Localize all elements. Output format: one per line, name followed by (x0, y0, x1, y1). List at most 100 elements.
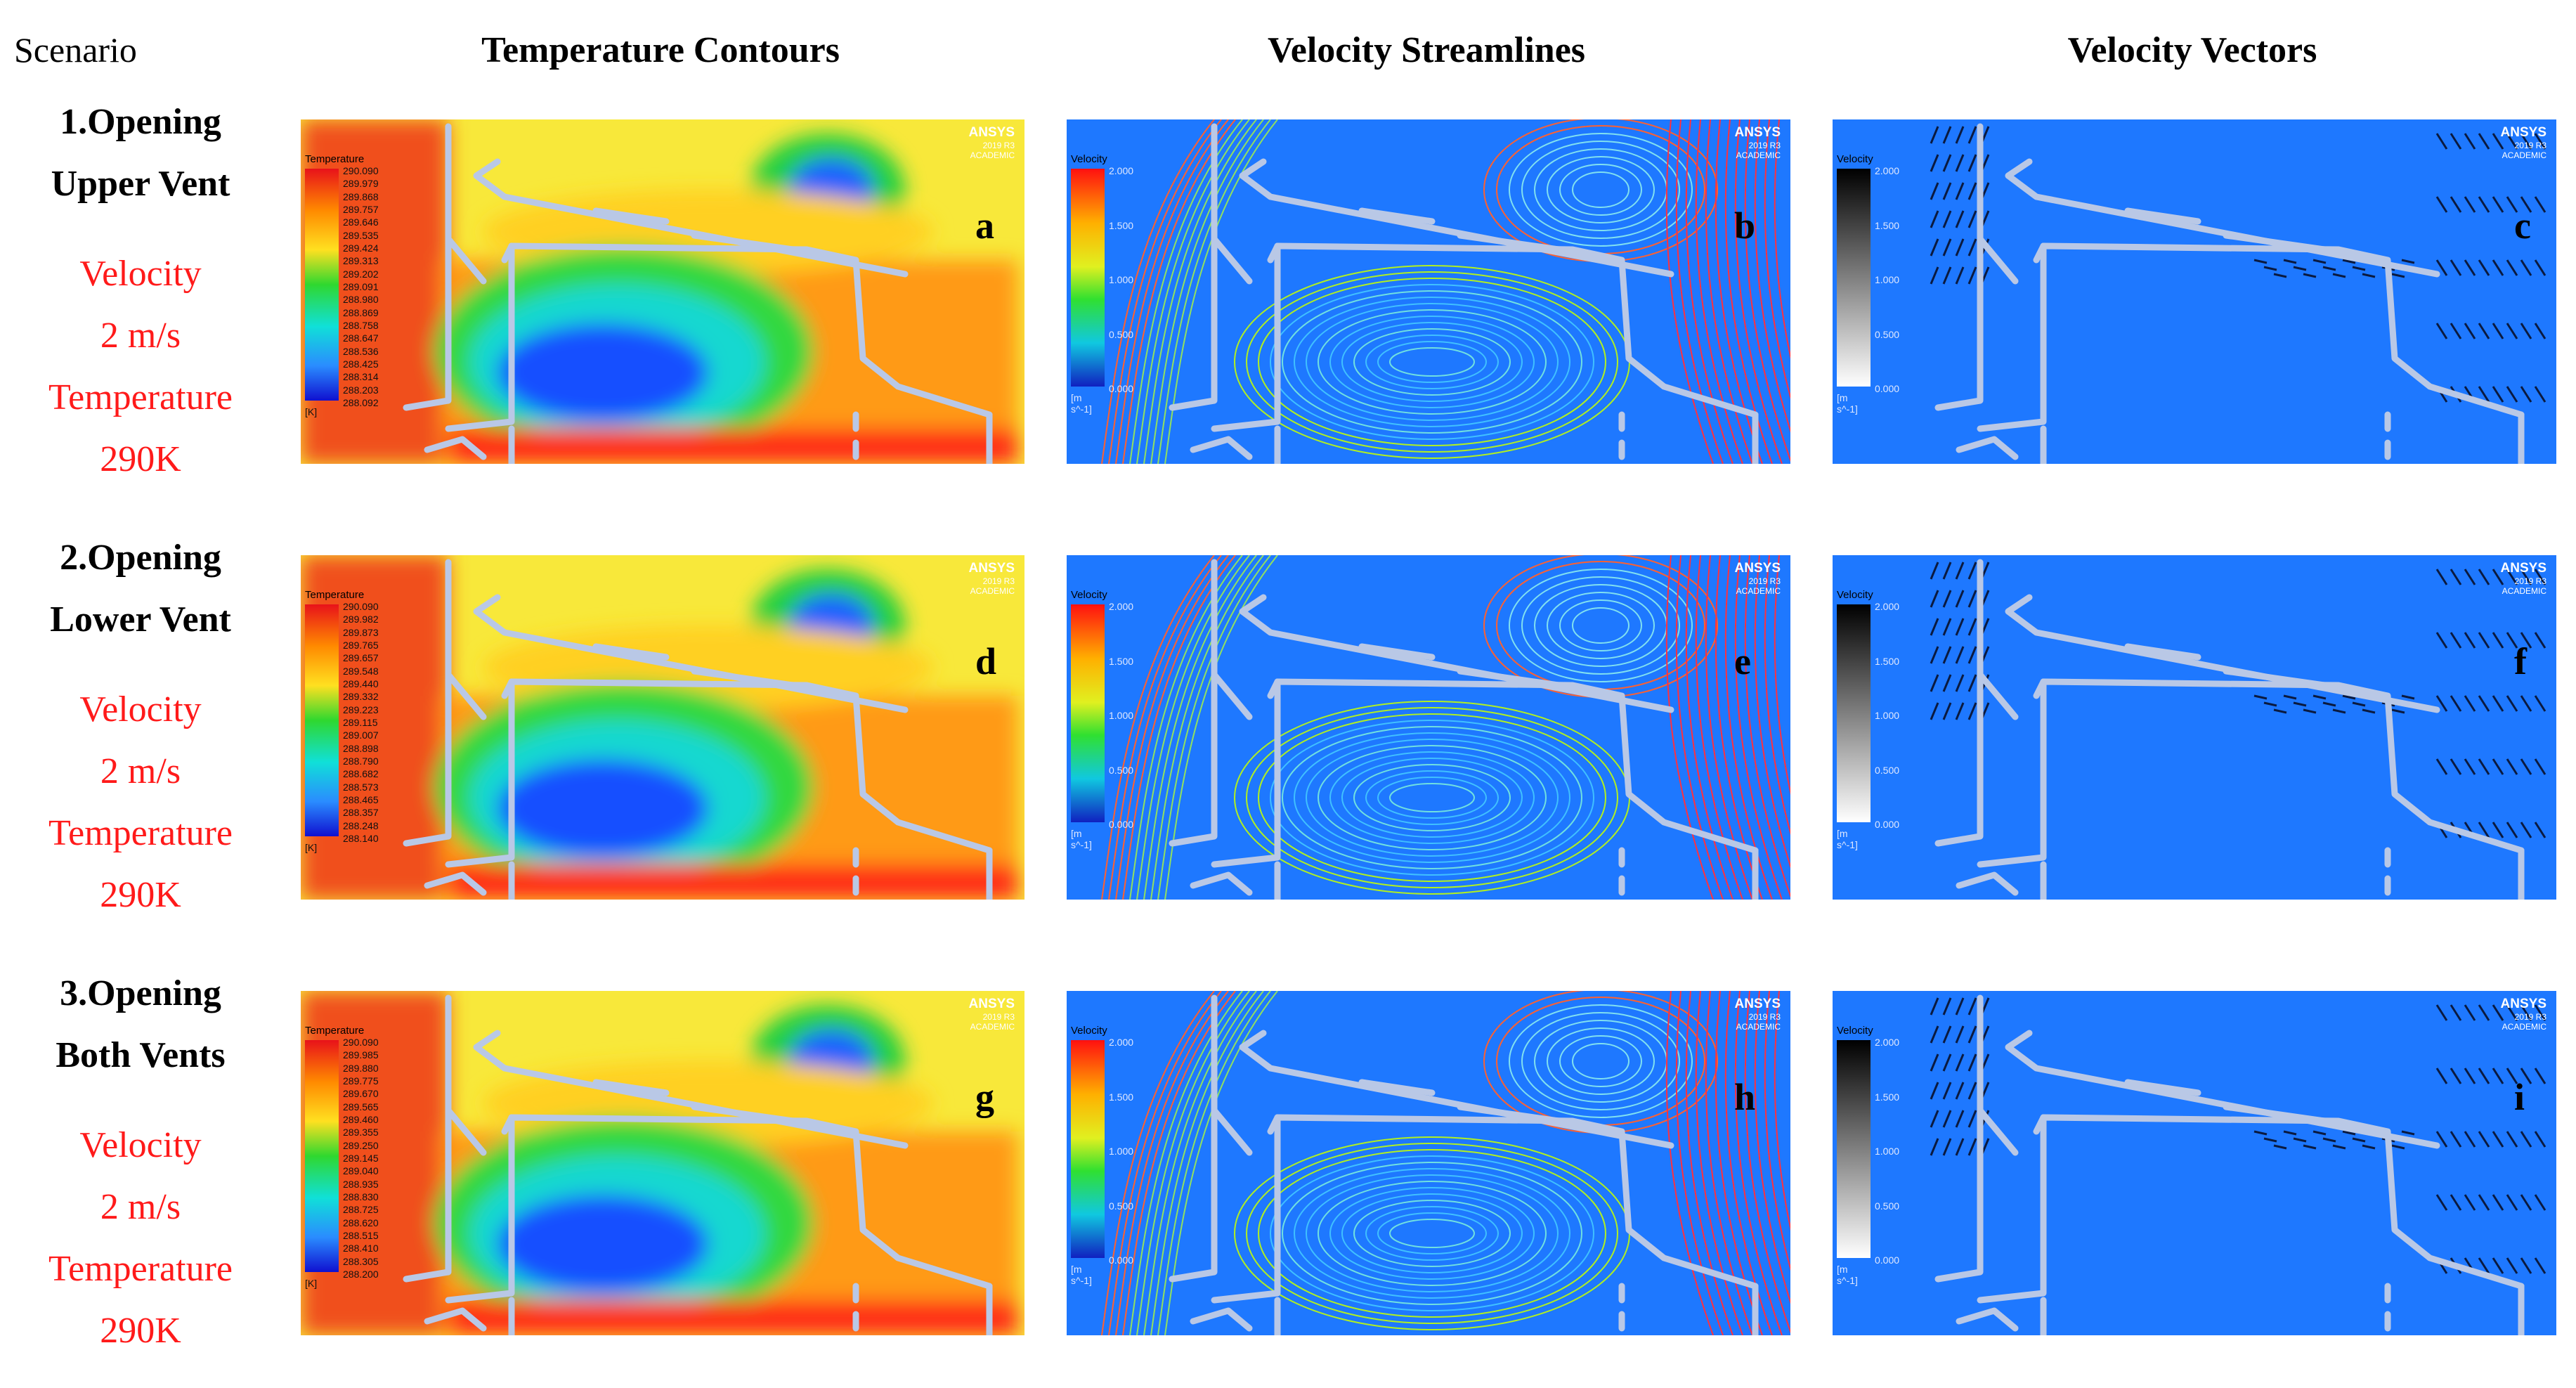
ansys-version: 2019 R3 (1748, 141, 1781, 150)
legend-unit: [K] (305, 1278, 318, 1289)
ansys-version: 2019 R3 (1748, 1012, 1781, 1022)
velocity-streamline-panel: Velocity 2.000 1.500 1.000 0.500 0.000 [m s^-1… (1067, 555, 1790, 900)
legend-tick: 289.007 (343, 729, 379, 741)
legend-title: Velocity (1837, 153, 1873, 165)
ansys-edition: ACADEMIC (2502, 150, 2546, 160)
ansys-logo: ANSYS 2019 R3 ACADEMIC (2501, 125, 2546, 160)
legend-tick: 289.565 (343, 1101, 379, 1113)
legend-unit: [m s^-1] (1071, 828, 1092, 850)
legend-tick: 1.000 (1875, 710, 1900, 721)
ansys-version: 2019 R3 (2514, 141, 2546, 150)
simulation-field (301, 555, 1024, 900)
legend-tick: 0.000 (1109, 1254, 1134, 1266)
panel-tag: b (1734, 205, 1756, 247)
legend-tick: 1.500 (1109, 1091, 1134, 1103)
legend-tick: 288.790 (343, 755, 379, 767)
legend-tick: 1.500 (1875, 655, 1900, 667)
legend-tick: 2.000 (1875, 165, 1900, 176)
scenario-title-line2: Upper Vent (51, 164, 230, 204)
legend-tick: 289.424 (343, 242, 379, 254)
ansys-edition: ACADEMIC (1736, 586, 1781, 596)
legend-tick: 289.873 (343, 626, 379, 638)
legend-tick: 1.000 (1875, 1146, 1900, 1157)
legend-tick: 0.000 (1875, 383, 1900, 394)
panel-tag: c (2514, 205, 2531, 247)
legend-tick: 0.500 (1109, 328, 1134, 340)
legend-tick: 0.500 (1875, 764, 1900, 776)
temperature-contour-panel: Temperature 290.090 289.982 289.873 289.765 2… (301, 555, 1024, 900)
velocity-label: Velocity (79, 689, 202, 729)
ansys-edition: ACADEMIC (1736, 1022, 1781, 1032)
simulation-field (1833, 119, 2556, 464)
velocity-value: 2 m/s (100, 1187, 181, 1227)
legend-tick: 0.000 (1109, 819, 1134, 830)
ansys-brand: ANSYS (2500, 125, 2546, 140)
velocity-label: Velocity (79, 254, 202, 294)
legend-tick: 289.091 (343, 281, 379, 292)
legend-tick: 0.500 (1875, 328, 1900, 340)
ansys-brand: ANSYS (968, 997, 1015, 1011)
legend-title: Velocity (1071, 1025, 1107, 1037)
panel-tag: e (1734, 640, 1751, 682)
ansys-edition: ACADEMIC (2502, 586, 2546, 596)
ansys-logo: ANSYS 2019 R3 ACADEMIC (1735, 997, 1781, 1032)
spacer (0, 1087, 281, 1115)
legend-tick: 289.880 (343, 1062, 379, 1074)
legend-title: Temperature (305, 589, 365, 601)
legend-tick: 288.620 (343, 1217, 379, 1228)
spacer (0, 215, 281, 243)
legend-tick: 289.202 (343, 268, 379, 280)
legend-unit: [m s^-1] (1071, 1264, 1092, 1286)
legend-tick: 289.548 (343, 665, 379, 677)
legend-tick: 2.000 (1109, 1037, 1134, 1048)
velocity-value: 2 m/s (100, 316, 181, 356)
legend-tick: 289.535 (343, 229, 379, 241)
legend-title: Temperature (305, 153, 365, 165)
legend-tick: 289.982 (343, 614, 379, 625)
legend-tick: 289.765 (343, 640, 379, 651)
ansys-logo: ANSYS 2019 R3 ACADEMIC (969, 997, 1015, 1032)
legend-tick: 288.935 (343, 1178, 379, 1190)
legend-tick: 1.000 (1109, 1146, 1134, 1157)
legend-tick: 0.000 (1109, 383, 1134, 394)
legend-tick: 2.000 (1109, 165, 1134, 176)
ansys-edition: ACADEMIC (1736, 150, 1781, 160)
legend-tick: 289.223 (343, 703, 379, 715)
legend-title: Temperature (305, 1025, 365, 1037)
legend-tick: 288.725 (343, 1204, 379, 1216)
column-header-vectors: Velocity Vectors (2067, 30, 2317, 70)
legend-tick: 289.460 (343, 1114, 379, 1125)
ansys-edition: ACADEMIC (970, 150, 1015, 160)
ansys-logo: ANSYS 2019 R3 ACADEMIC (1735, 561, 1781, 596)
legend-tick: 1.500 (1109, 219, 1134, 231)
legend-unit: [K] (305, 842, 318, 853)
velocity-value: 2 m/s (100, 751, 181, 791)
scenario-block-1: 1.Opening Upper Vent Velocity 2 m/s Tempera… (0, 91, 281, 491)
panel-tag: g (975, 1076, 994, 1118)
ansys-brand: ANSYS (1734, 997, 1781, 1011)
legend-tick: 289.040 (343, 1165, 379, 1177)
legend-tick: 289.657 (343, 652, 379, 664)
ansys-version: 2019 R3 (1748, 576, 1781, 586)
legend-tick: 0.500 (1109, 1200, 1134, 1212)
legend-tick: 288.515 (343, 1230, 379, 1241)
temperature-label: Temperature (48, 813, 233, 853)
scenario-block-2: 2.Opening Lower Vent Velocity 2 m/s Tempera… (0, 527, 281, 926)
legend-tick: 1.000 (1875, 274, 1900, 285)
temperature-value: 290K (100, 439, 181, 479)
legend-tick: 289.868 (343, 190, 379, 202)
velocity-vector-panel: Velocity 2.000 1.500 1.000 0.500 0.000 [m s^-1… (1833, 119, 2556, 464)
legend-title: Velocity (1837, 589, 1873, 601)
legend-tick: 288.830 (343, 1191, 379, 1202)
ansys-brand: ANSYS (1734, 125, 1781, 140)
velocity-vector-panel: Velocity 2.000 1.500 1.000 0.500 0.000 [m s^-1… (1833, 555, 2556, 900)
legend-tick: 2.000 (1875, 1037, 1900, 1048)
legend-tick: 2.000 (1875, 601, 1900, 612)
scenario-title-line1: 3.Opening (60, 973, 221, 1013)
legend-tick: 288.314 (343, 371, 379, 383)
ansys-edition: ACADEMIC (2502, 1022, 2546, 1032)
panel-tag: a (975, 205, 994, 247)
scenario-title-line2: Lower Vent (50, 599, 231, 640)
ansys-logo: ANSYS 2019 R3 ACADEMIC (1735, 125, 1781, 160)
legend-unit: [m s^-1] (1071, 392, 1092, 415)
